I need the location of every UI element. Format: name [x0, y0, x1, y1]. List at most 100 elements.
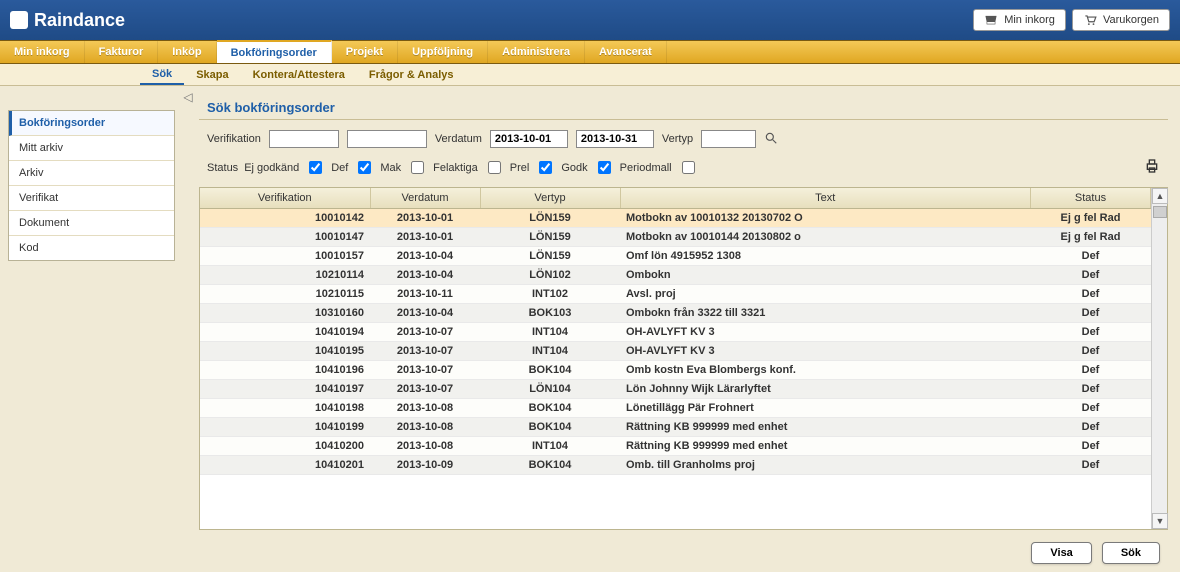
cart-button[interactable]: Varukorgen — [1072, 9, 1170, 31]
table-row[interactable]: 103101602013-10-04BOK103Ombokn från 3322… — [200, 304, 1151, 323]
scroll-up-arrow[interactable]: ▲ — [1152, 188, 1168, 204]
cell: Ej g fel Rad — [1031, 228, 1151, 247]
table-row[interactable]: 104102012013-10-09BOK104Omb. till Granho… — [200, 456, 1151, 475]
cell: OH-AVLYFT KV 3 — [620, 323, 1031, 342]
submenu-item-kontera-attestera[interactable]: Kontera/Attestera — [241, 64, 357, 85]
col-header-status[interactable]: Status — [1031, 188, 1151, 209]
cell: 2013-10-01 — [370, 209, 480, 228]
verifikation-label: Verifikation — [207, 133, 261, 145]
table-row[interactable]: 104101972013-10-07LÖN104Lön Johnny Wijk … — [200, 380, 1151, 399]
cell: Def — [1031, 437, 1151, 456]
verifikation-from-input[interactable] — [269, 130, 339, 148]
top-right-buttons: Min inkorg Varukorgen — [973, 9, 1170, 31]
menu-item-projekt[interactable]: Projekt — [332, 41, 398, 63]
table-row[interactable]: 100101572013-10-04LÖN159Omf lön 4915952 … — [200, 247, 1151, 266]
cell: INT104 — [480, 323, 620, 342]
menu-item-ink-p[interactable]: Inköp — [158, 41, 216, 63]
print-icon[interactable] — [1144, 158, 1160, 177]
date-to-input[interactable] — [576, 130, 654, 148]
cell: Omb kostn Eva Blombergs konf. — [620, 361, 1031, 380]
search-icon[interactable] — [764, 131, 778, 148]
sidebar-item-bokf-ringsorder[interactable]: Bokföringsorder — [9, 111, 174, 136]
cell: Lön Johnny Wijk Lärarlyftet — [620, 380, 1031, 399]
cart-icon — [1083, 13, 1097, 27]
sidebar-item-dokument[interactable]: Dokument — [9, 211, 174, 236]
results-grid: Verifikation Verdatum Vertyp Text Status… — [199, 187, 1168, 530]
status-check-prel[interactable] — [539, 161, 552, 174]
cell: Def — [1031, 380, 1151, 399]
col-header-verdatum[interactable]: Verdatum — [370, 188, 480, 209]
cell: 10410199 — [200, 418, 370, 437]
sidebar-item-arkiv[interactable]: Arkiv — [9, 161, 174, 186]
cell: INT104 — [480, 437, 620, 456]
status-check-mak[interactable] — [411, 161, 424, 174]
sidebar-item-kod[interactable]: Kod — [9, 236, 174, 260]
cell: LÖN159 — [480, 247, 620, 266]
cell: Rättning KB 999999 med enhet — [620, 437, 1031, 456]
cell: LÖN102 — [480, 266, 620, 285]
cell: 2013-10-04 — [370, 304, 480, 323]
cell: 10410201 — [200, 456, 370, 475]
col-header-text[interactable]: Text — [620, 188, 1031, 209]
cell: 10010157 — [200, 247, 370, 266]
cell: BOK104 — [480, 418, 620, 437]
table-row[interactable]: 102101152013-10-11INT102Avsl. projDef — [200, 285, 1151, 304]
my-inbox-button[interactable]: Min inkorg — [973, 9, 1066, 31]
table-row[interactable]: 102101142013-10-04LÖN102OmboknDef — [200, 266, 1151, 285]
status-check-label-ej-godk-nd: Ej godkänd — [244, 162, 299, 174]
vertical-scrollbar[interactable]: ▲ ▼ — [1151, 188, 1167, 529]
search-button[interactable]: Sök — [1102, 542, 1160, 564]
cell: Def — [1031, 266, 1151, 285]
cell: 10210115 — [200, 285, 370, 304]
cell: 2013-10-07 — [370, 323, 480, 342]
menu-item-bokf-ringsorder[interactable]: Bokföringsorder — [217, 40, 332, 63]
table-row[interactable]: 104101992013-10-08BOK104Rättning KB 9999… — [200, 418, 1151, 437]
status-check-periodmall[interactable] — [682, 161, 695, 174]
show-button[interactable]: Visa — [1031, 542, 1091, 564]
table-row[interactable]: 100101472013-10-01LÖN159Motbokn av 10010… — [200, 228, 1151, 247]
scroll-down-arrow[interactable]: ▼ — [1152, 513, 1168, 529]
vertyp-input[interactable] — [701, 130, 756, 148]
table-row[interactable]: 104101982013-10-08BOK104Lönetillägg Pär … — [200, 399, 1151, 418]
status-check-label-felaktiga: Felaktiga — [433, 162, 478, 174]
status-check-def[interactable] — [358, 161, 371, 174]
page-title: Sök bokföringsorder — [199, 96, 1168, 120]
table-row[interactable]: 104102002013-10-08INT104Rättning KB 9999… — [200, 437, 1151, 456]
status-check-label-periodmall: Periodmall — [620, 162, 672, 174]
scroll-thumb[interactable] — [1153, 206, 1167, 218]
verdatum-label: Verdatum — [435, 133, 482, 145]
cell: 10410198 — [200, 399, 370, 418]
cell: 2013-10-04 — [370, 266, 480, 285]
cell: BOK104 — [480, 361, 620, 380]
sidebar-item-verifikat[interactable]: Verifikat — [9, 186, 174, 211]
status-check-felaktiga[interactable] — [488, 161, 501, 174]
cell: Omf lön 4915952 1308 — [620, 247, 1031, 266]
sidebar-collapse-handle[interactable]: ◁ — [183, 86, 193, 572]
table-row[interactable]: 104101962013-10-07BOK104Omb kostn Eva Bl… — [200, 361, 1151, 380]
verifikation-to-input[interactable] — [347, 130, 427, 148]
col-header-vertyp[interactable]: Vertyp — [480, 188, 620, 209]
menu-item-fakturor[interactable]: Fakturor — [85, 41, 159, 63]
cell: 2013-10-11 — [370, 285, 480, 304]
results-table: Verifikation Verdatum Vertyp Text Status… — [200, 188, 1151, 475]
submenu-item-s-k[interactable]: Sök — [140, 64, 184, 85]
table-row[interactable]: 104101942013-10-07INT104OH-AVLYFT KV 3De… — [200, 323, 1151, 342]
menu-item-uppf-ljning[interactable]: Uppföljning — [398, 41, 488, 63]
col-header-verifikation[interactable]: Verifikation — [200, 188, 370, 209]
menu-item-avancerat[interactable]: Avancerat — [585, 41, 667, 63]
date-from-input[interactable] — [490, 130, 568, 148]
table-row[interactable]: 104101952013-10-07INT104OH-AVLYFT KV 3De… — [200, 342, 1151, 361]
cell: Avsl. proj — [620, 285, 1031, 304]
cell: Def — [1031, 247, 1151, 266]
sidebar-item-mitt-arkiv[interactable]: Mitt arkiv — [9, 136, 174, 161]
cell: Def — [1031, 285, 1151, 304]
cell: INT104 — [480, 342, 620, 361]
submenu-item-skapa[interactable]: Skapa — [184, 64, 240, 85]
table-row[interactable]: 100101422013-10-01LÖN159Motbokn av 10010… — [200, 209, 1151, 228]
status-check-ej-godk-nd[interactable] — [309, 161, 322, 174]
submenu-item-fr-gor-analys[interactable]: Frågor & Analys — [357, 64, 466, 85]
menu-item-administrera[interactable]: Administrera — [488, 41, 585, 63]
cell: 2013-10-08 — [370, 418, 480, 437]
menu-item-min-inkorg[interactable]: Min inkorg — [0, 41, 85, 63]
status-check-godk[interactable] — [598, 161, 611, 174]
